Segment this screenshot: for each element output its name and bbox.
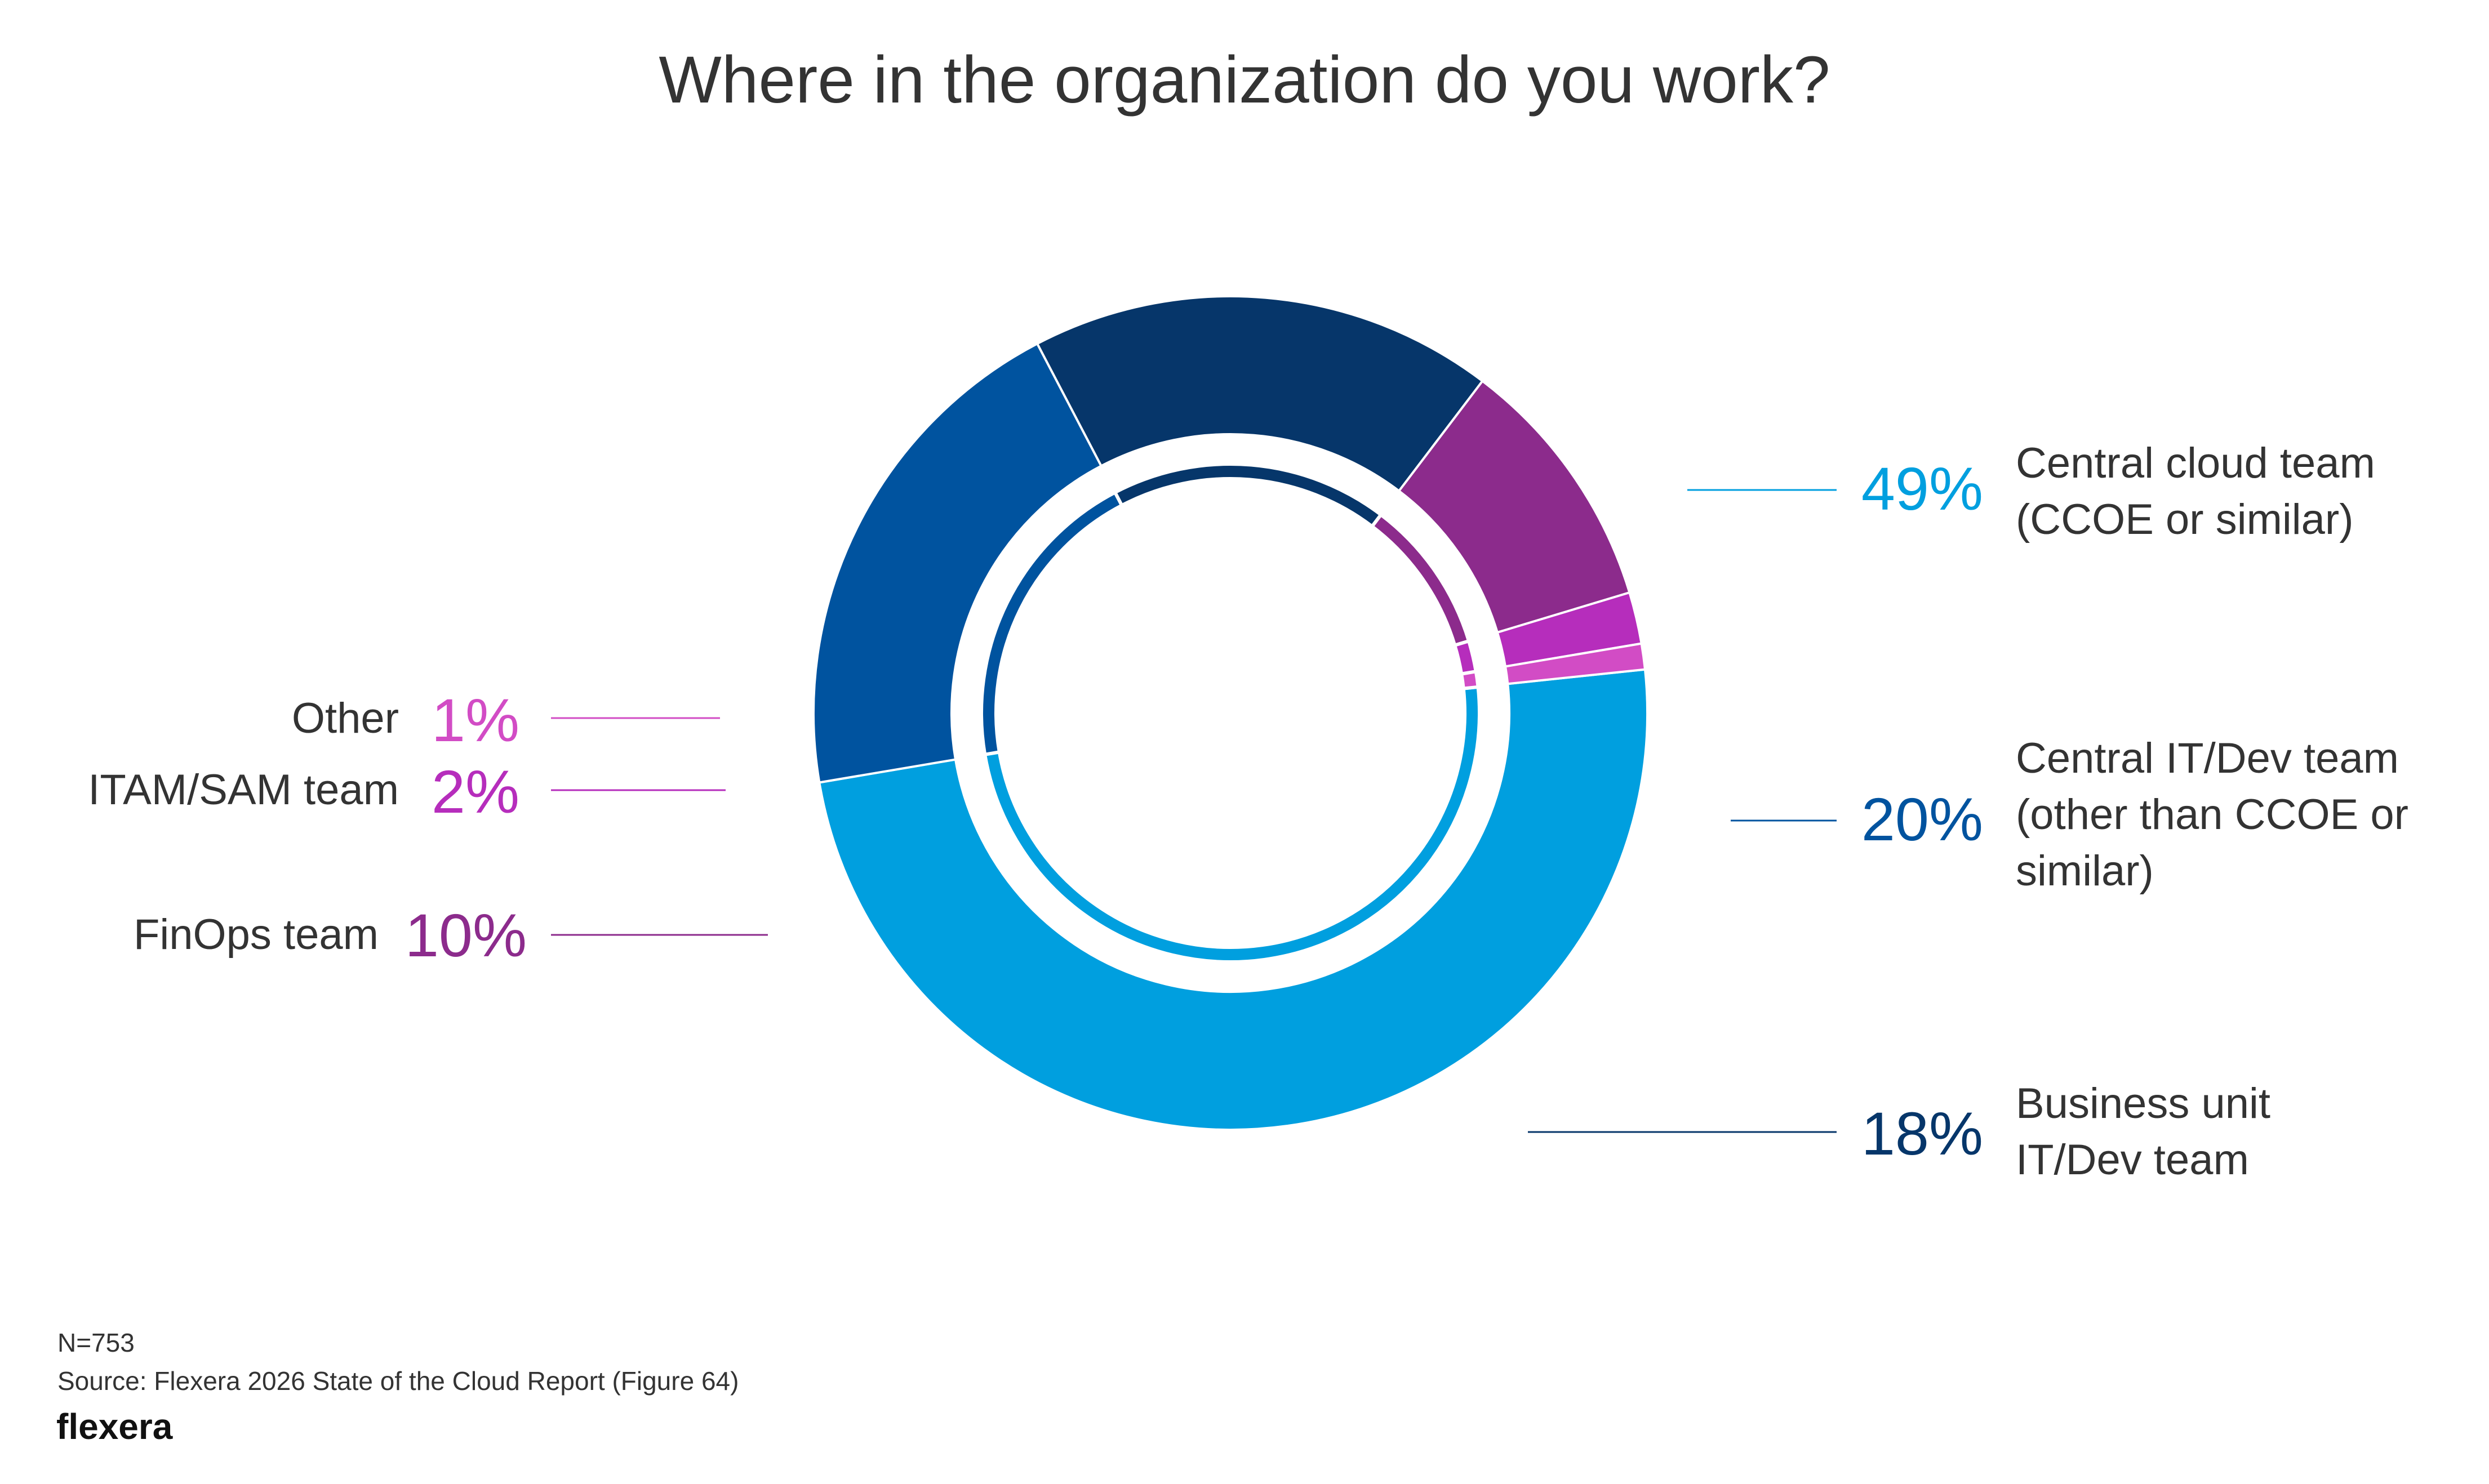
inner-slice-4 (1452, 639, 1478, 676)
outer-ring (812, 295, 1648, 1131)
flexera-logo: flexera (56, 1406, 173, 1447)
slice-label-1: Central IT/Dev team (other than CCOE or si… (2016, 734, 2408, 895)
slice-percent-4: 2% (432, 757, 519, 826)
outer-slice-0 (818, 668, 1648, 1131)
slice-label-2: Business unit IT/Dev team (2016, 1080, 2270, 1184)
slice-label-5: Other (292, 694, 399, 742)
inner-slice-5 (1459, 669, 1480, 690)
slice-label-0: Central cloud team (CCOE or similar) (2016, 439, 2375, 543)
slice-label-3: FinOps team (134, 911, 379, 959)
chart-title: Where in the organization do you work? (659, 43, 1830, 117)
slice-label-4: ITAM/SAM team (88, 766, 399, 814)
slice-percent-5: 1% (432, 686, 519, 754)
slice-percent-1: 20% (1861, 785, 1983, 853)
sample-size: N=753 (57, 1328, 135, 1357)
slice-percent-0: 49% (1861, 454, 1983, 523)
inner-ring (980, 462, 1481, 964)
inner-slice-0 (983, 685, 1481, 964)
outer-slice-2 (1035, 295, 1484, 493)
slice-percent-3: 10% (405, 901, 527, 969)
outer-slice-5 (1504, 642, 1647, 685)
outer-slice-1 (812, 342, 1103, 784)
inner-slice-2 (1113, 462, 1384, 529)
slice-labels: 49% Central cloud team (CCOE or similar) 20… (88, 439, 2408, 1184)
source-note: Source: Flexera 2026 State of the Cloud … (57, 1366, 739, 1396)
slice-percent-2: 18% (1861, 1099, 1983, 1167)
leader-lines (551, 489, 1837, 1133)
